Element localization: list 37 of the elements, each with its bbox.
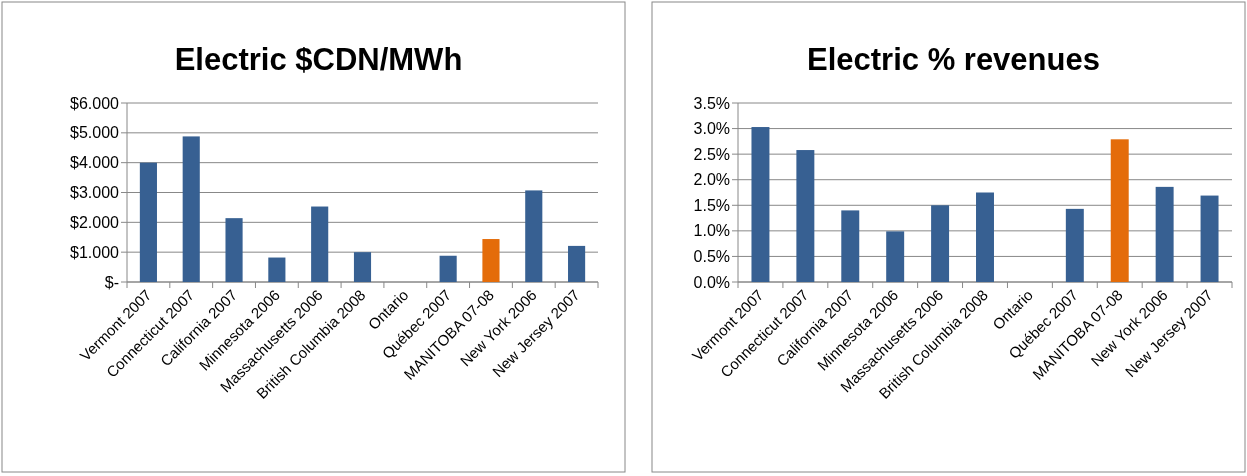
y-tick-label: 0.5% xyxy=(693,248,730,266)
y-tick-label: $1.000 xyxy=(70,243,120,261)
y-tick-label: $3.000 xyxy=(70,184,120,202)
bar xyxy=(439,255,457,282)
y-tick-label: $2.000 xyxy=(70,213,120,231)
chart-title: Electric $CDN/MWh xyxy=(174,42,463,77)
bar xyxy=(311,206,329,282)
bar xyxy=(796,150,815,282)
bar xyxy=(353,252,372,282)
bar xyxy=(751,127,770,282)
y-tick-label: 0.0% xyxy=(693,273,730,291)
y-tick-label: $5.000 xyxy=(70,124,120,142)
y-tick-label: 1.5% xyxy=(693,196,730,214)
bar xyxy=(568,245,586,282)
bar xyxy=(931,205,950,282)
bar xyxy=(1065,208,1084,282)
y-tick-label: $4.000 xyxy=(70,154,120,172)
y-tick-label: 3.0% xyxy=(693,120,730,138)
y-tick-label: $6.000 xyxy=(70,94,120,112)
bar xyxy=(841,210,860,282)
bar xyxy=(1200,195,1219,282)
bar xyxy=(268,257,286,282)
bar xyxy=(139,162,157,282)
bar xyxy=(182,136,200,282)
bar xyxy=(976,192,994,282)
y-tick-label: 2.0% xyxy=(693,171,730,189)
bar xyxy=(525,190,543,282)
bar xyxy=(225,218,243,282)
bar xyxy=(482,239,500,282)
chart-title: Electric % revenues xyxy=(807,42,1100,77)
bar xyxy=(886,231,905,282)
y-tick-label: 1.0% xyxy=(693,222,730,240)
y-tick-label: 2.5% xyxy=(693,145,730,163)
y-tick-label: $- xyxy=(104,273,119,291)
bar xyxy=(1155,186,1174,282)
y-tick-label: 3.5% xyxy=(693,94,730,112)
bar xyxy=(1110,139,1129,282)
